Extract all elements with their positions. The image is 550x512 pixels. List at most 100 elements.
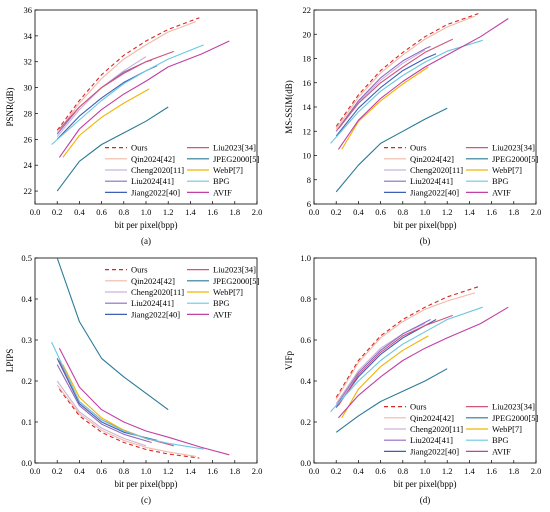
x-tick-label: 0.6 (96, 466, 107, 476)
x-tick-label: 1.6 (486, 207, 497, 217)
x-tick-label: 0.2 (52, 207, 63, 217)
series-line-ours (335, 286, 479, 398)
chart-panel-1: 0.0 0.2 0.4 0.6 0.8 1.0 1.2 1.4 1.6 1.8 2.0 22 24 26 2… (5, 5, 262, 246)
y-tick-label: 0.8 (300, 294, 311, 304)
y-tick-label: 0.4 (300, 376, 311, 386)
legend-label-liu2023-34: Liu2023[34] (492, 143, 535, 153)
x-tick-label: 0.4 (74, 207, 85, 217)
legend-label-avif: AVIF (492, 446, 511, 456)
y-tick-label: 0.4 (21, 294, 32, 304)
x-tick-label: 1.0 (141, 207, 152, 217)
series-line-qin2024-42 (56, 384, 196, 457)
x-tick-label: 1.8 (508, 466, 519, 476)
series-line-qin2024-42 (335, 292, 476, 400)
x-tick-label: 1.4 (464, 207, 475, 217)
series-line-jpeg2000-5 (56, 257, 169, 411)
series-line-avif (58, 347, 230, 456)
series-line-liu2023-34 (337, 38, 454, 130)
legend-label-liu2024-41: Liu2024[41] (410, 435, 453, 445)
legend-label-bpg: BPG (213, 298, 230, 308)
legend-label-qin2024-42: Qin2024[42] (410, 154, 454, 164)
x-tick-label: 1.6 (486, 466, 497, 476)
x-axis-label: bit per pixel(bpp) (115, 220, 178, 230)
legend-label-bpg: BPG (492, 435, 509, 445)
series-line-bpg (330, 306, 483, 413)
series-line-liu2023-34 (58, 360, 174, 447)
series-line-avif (58, 40, 230, 158)
legend-label-ours: Ours (131, 265, 148, 275)
panel-caption: (c) (141, 495, 151, 505)
x-tick-label: 0.0 (30, 207, 41, 217)
y-tick-label: 0.3 (21, 335, 32, 345)
legend-label-liu2023-34: Liu2023[34] (213, 143, 256, 153)
legend-label-liu2024-41: Liu2024[41] (131, 176, 174, 186)
y-tick-label: 32 (24, 57, 33, 67)
legend-label-jiang2022-40: Jiang2022[40] (131, 187, 180, 197)
y-tick-label: 0.0 (300, 458, 311, 468)
x-tick-label: 0.2 (52, 466, 63, 476)
legend-label-cheng2020-11: Cheng2020[11] (410, 165, 463, 175)
legend-label-ours: Ours (410, 402, 427, 412)
series-line-bpg (51, 341, 204, 450)
x-tick-label: 0.4 (353, 207, 364, 217)
legend-label-liu2023-34: Liu2023[34] (492, 402, 535, 412)
series-line-webp-7 (341, 66, 429, 150)
x-tick-label: 1.8 (229, 207, 240, 217)
series-line-avif (337, 306, 509, 419)
x-tick-label: 1.4 (185, 207, 196, 217)
series-line-bpg (330, 39, 483, 144)
y-tick-label: 0.2 (300, 417, 311, 427)
legend-label-liu2023-34: Liu2023[34] (213, 265, 256, 275)
y-axis-label: MS-SSIM(dB) (284, 80, 294, 134)
legend-label-webp-7: WebP[7] (213, 165, 243, 175)
legend-label-ours: Ours (410, 143, 427, 153)
x-tick-label: 0.8 (118, 207, 129, 217)
y-tick-label: 1.0 (300, 253, 311, 263)
legend-label-jiang2022-40: Jiang2022[40] (410, 446, 459, 456)
series-line-jpeg2000-5 (335, 107, 448, 193)
legend-label-jpeg2000-5: JPEG2000[5] (213, 276, 259, 286)
x-tick-label: 1.0 (420, 207, 431, 217)
x-axis-label: bit per pixel(bpp) (394, 220, 457, 230)
series-line-jiang2022-40 (335, 53, 437, 137)
series-line-qin2024-42 (56, 21, 197, 134)
series-line-liu2024-41 (335, 319, 431, 406)
series-line-jiang2022-40 (56, 358, 158, 441)
x-tick-label: 0.2 (331, 466, 342, 476)
y-axis-label: LPIPS (5, 349, 15, 373)
legend-label-cheng2020-11: Cheng2020[11] (410, 424, 463, 434)
x-tick-label: 0.6 (375, 466, 386, 476)
legend-label-avif: AVIF (213, 187, 232, 197)
y-tick-label: 0.6 (300, 335, 311, 345)
series-line-liu2023-34 (58, 50, 174, 130)
series-line-ours (56, 17, 200, 131)
x-tick-label: 1.2 (442, 466, 453, 476)
y-tick-label: 18 (303, 54, 312, 64)
series-line-liu2024-41 (335, 45, 431, 132)
y-tick-label: 10 (303, 151, 312, 161)
x-tick-label: 1.2 (163, 207, 174, 217)
legend-label-webp-7: WebP[7] (492, 165, 522, 175)
x-tick-label: 1.4 (464, 466, 475, 476)
legend: OursQin2024[42]Cheng2020[11]Liu2024[41]J… (105, 265, 259, 319)
legend-label-jiang2022-40: Jiang2022[40] (410, 187, 459, 197)
y-tick-label: 22 (303, 5, 312, 15)
y-axis-label: PSNR(dB) (5, 87, 15, 126)
x-tick-label: 0.4 (353, 466, 364, 476)
x-axis-label: bit per pixel(bpp) (394, 479, 457, 489)
y-tick-label: 16 (303, 78, 312, 88)
legend-label-jiang2022-40: Jiang2022[40] (131, 309, 180, 319)
x-tick-label: 0.4 (74, 466, 85, 476)
legend-label-jpeg2000-5: JPEG2000[5] (492, 413, 538, 423)
series-line-jiang2022-40 (56, 65, 158, 140)
panel-caption: (a) (141, 236, 151, 246)
legend-label-qin2024-42: Qin2024[42] (131, 276, 175, 286)
series-line-jpeg2000-5 (56, 106, 169, 192)
x-tick-label: 1.0 (420, 466, 431, 476)
y-tick-label: 0.5 (21, 253, 32, 263)
x-tick-label: 0.8 (397, 207, 408, 217)
y-tick-label: 24 (24, 160, 33, 170)
y-tick-label: 36 (24, 5, 33, 15)
legend-label-jpeg2000-5: JPEG2000[5] (492, 154, 538, 164)
x-tick-label: 0.6 (375, 207, 386, 217)
